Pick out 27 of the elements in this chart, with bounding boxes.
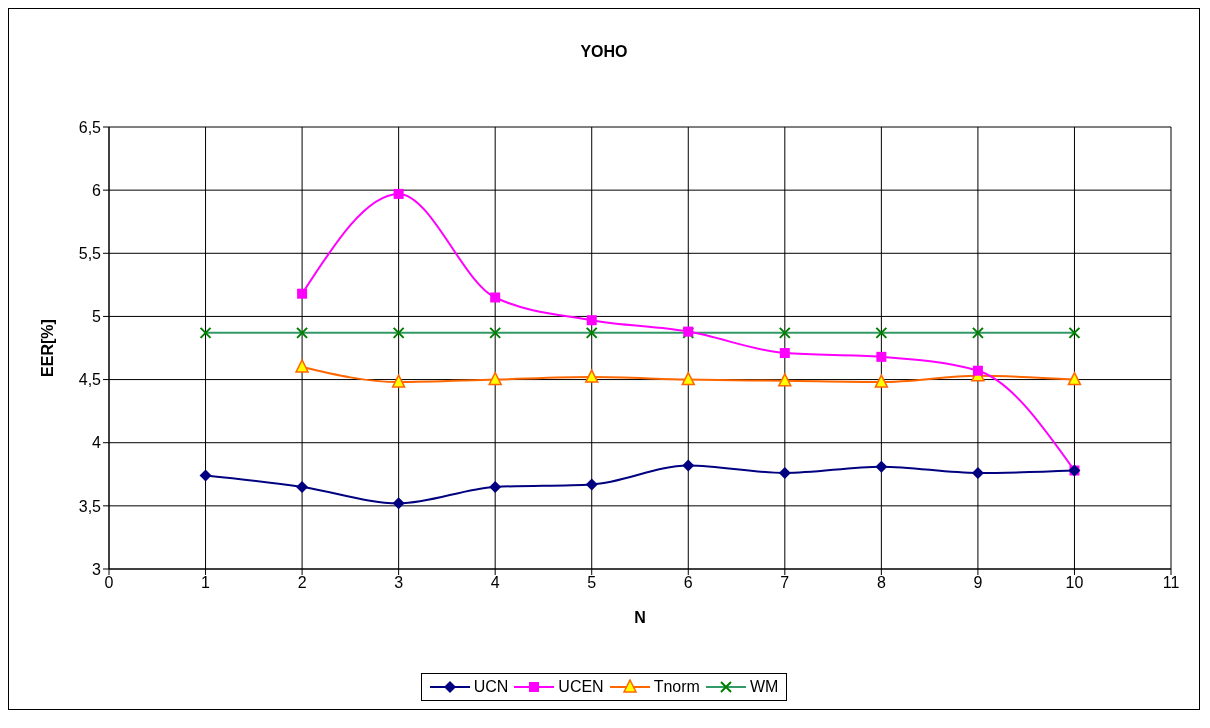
- y-tick-label: 4: [92, 434, 102, 452]
- y-tick-label: 3: [92, 560, 102, 578]
- x-axis-title: N: [634, 609, 646, 626]
- x-tick-label: 4: [490, 574, 500, 592]
- y-tick-label: 5: [92, 308, 102, 326]
- x-tick-label: 6: [683, 574, 693, 592]
- chart-title: YOHO: [579, 43, 629, 61]
- x-tick-label: 10: [1065, 574, 1084, 592]
- x-tick-label: 0: [104, 574, 114, 592]
- x-tick-label: 7: [780, 574, 790, 592]
- legend-label: UCN: [473, 678, 509, 696]
- x-tick-label: 2: [297, 574, 307, 592]
- legend-label: WM: [749, 678, 779, 696]
- y-axis-title: EER[%]: [38, 319, 56, 377]
- y-tick-label: 4,5: [78, 371, 102, 389]
- legend-label: Tnorm: [653, 678, 700, 696]
- y-tick-label: 3,5: [78, 497, 102, 515]
- y-tick-label: 6: [92, 181, 102, 199]
- legend-label: UCEN: [558, 678, 604, 696]
- x-tick-label: 9: [973, 574, 983, 592]
- x-tick-label: 1: [201, 574, 211, 592]
- x-tick-label: 11: [1162, 574, 1180, 592]
- x-tick-label: 8: [876, 574, 886, 592]
- y-tick-label: 5,5: [78, 244, 102, 262]
- x-tick-label: 5: [587, 574, 597, 592]
- y-tick-label: 6,5: [78, 118, 102, 136]
- x-tick-label: 3: [394, 574, 404, 592]
